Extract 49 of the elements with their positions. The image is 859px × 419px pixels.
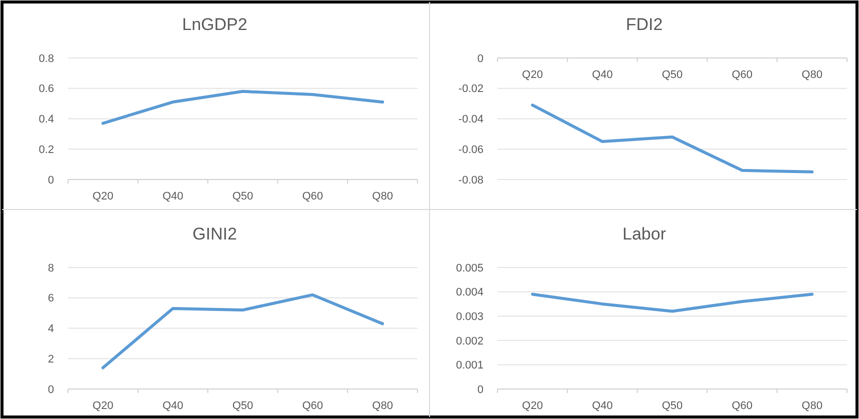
x-tick-label: Q60 bbox=[732, 400, 753, 412]
y-tick-label: 0 bbox=[477, 384, 484, 396]
y-tick-label: 8 bbox=[48, 262, 54, 274]
x-tick-label: Q40 bbox=[162, 400, 184, 412]
x-tick-label: Q60 bbox=[302, 400, 324, 412]
x-tick-label: Q20 bbox=[522, 400, 543, 412]
x-tick-label: Q60 bbox=[302, 190, 324, 202]
y-tick-label: 0.005 bbox=[456, 262, 484, 274]
y-tick-label: 0.8 bbox=[38, 52, 54, 65]
x-tick-label: Q40 bbox=[592, 69, 613, 81]
x-tick-label: Q20 bbox=[522, 69, 543, 81]
y-tick-label: -0.06 bbox=[458, 144, 484, 156]
y-tick-label: 0.002 bbox=[456, 335, 484, 348]
y-tick-label: 0.4 bbox=[38, 114, 54, 126]
y-tick-label: -0.08 bbox=[458, 174, 484, 186]
y-tick-label: 0.004 bbox=[456, 286, 484, 299]
line-series bbox=[530, 104, 814, 174]
y-tick-label: 0.6 bbox=[38, 83, 54, 96]
y-tick-label: 0 bbox=[48, 174, 54, 186]
chart-title: LnGDP2 bbox=[182, 15, 248, 34]
x-tick-label: Q40 bbox=[162, 190, 184, 202]
y-tick-label: 0.2 bbox=[38, 144, 54, 156]
y-tick-label: 2 bbox=[48, 353, 54, 366]
y-tick-label: 6 bbox=[48, 292, 54, 305]
y-tick-label: 0 bbox=[48, 384, 54, 396]
chart-title: Labor bbox=[622, 224, 666, 244]
x-tick-label: Q80 bbox=[372, 400, 393, 412]
line-series bbox=[530, 292, 814, 313]
y-tick-label: 0.001 bbox=[456, 360, 484, 372]
x-tick-label: Q50 bbox=[662, 400, 683, 412]
chart-title: FDI2 bbox=[626, 15, 663, 34]
y-tick-label: -0.02 bbox=[458, 83, 484, 96]
line-series bbox=[101, 293, 384, 370]
y-tick-label: 0 bbox=[477, 52, 484, 65]
chart-title: GINI2 bbox=[192, 224, 237, 244]
line-series bbox=[101, 90, 384, 125]
y-tick-label: -0.04 bbox=[458, 114, 484, 126]
x-tick-label: Q40 bbox=[592, 400, 613, 412]
x-tick-label: Q80 bbox=[372, 190, 393, 202]
x-tick-label: Q50 bbox=[662, 69, 683, 81]
y-tick-label: 4 bbox=[48, 323, 54, 336]
y-tick-label: 0.003 bbox=[456, 310, 484, 323]
x-tick-label: Q80 bbox=[802, 69, 822, 81]
x-tick-label: Q20 bbox=[92, 190, 114, 202]
x-tick-label: Q20 bbox=[92, 400, 114, 412]
x-tick-label: Q60 bbox=[732, 69, 753, 81]
x-tick-label: Q50 bbox=[232, 400, 254, 412]
x-tick-label: Q80 bbox=[802, 400, 822, 412]
x-tick-label: Q50 bbox=[232, 190, 254, 202]
